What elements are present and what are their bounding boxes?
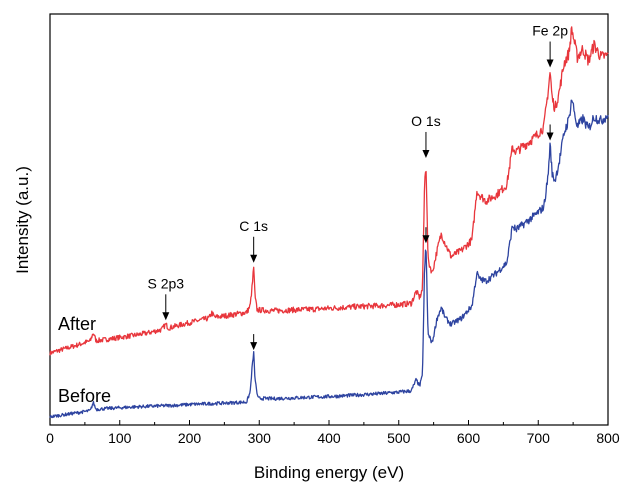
before-peak-539-arrow-head	[422, 235, 430, 244]
series-line-after	[49, 26, 609, 356]
annotation-c-1s-arrow-head	[250, 254, 258, 263]
x-tick-label: 700	[527, 430, 551, 446]
x-tick-label: 100	[108, 430, 132, 446]
annotation-s-2p3-label: S 2p3	[147, 275, 184, 291]
x-axis-title: Binding energy (eV)	[254, 463, 404, 482]
series-lines	[49, 26, 609, 419]
y-axis-title: Intensity (a.u.)	[13, 166, 32, 274]
x-tick-label: 300	[248, 430, 272, 446]
annotation-s-2p3-arrow-head	[162, 312, 170, 321]
series-label-before: Before	[58, 386, 111, 406]
annotation-c-1s-label: C 1s	[239, 218, 268, 234]
x-tick-label: 200	[178, 430, 202, 446]
x-tick-label: 500	[387, 430, 411, 446]
annotation-o-1s-label: O 1s	[411, 113, 441, 129]
before-peak-717-arrow-head	[546, 132, 554, 141]
peak-annotations: S 2p3 C 1s O 1s Fe 2p	[147, 23, 568, 351]
x-tick-label: 400	[317, 430, 341, 446]
series-label-after: After	[58, 314, 96, 334]
series-line-before	[49, 99, 609, 419]
annotation-fe-2p-label: Fe 2p	[532, 23, 568, 39]
annotation-fe-2p-arrow-head	[546, 59, 554, 68]
plot-frame	[49, 13, 609, 426]
x-tick-label: 800	[596, 430, 620, 446]
x-tick-label: 600	[457, 430, 481, 446]
x-tick-label: 0	[46, 430, 54, 446]
annotation-o-1s-arrow-head	[422, 149, 430, 158]
before-peak-292-arrow-head	[250, 342, 258, 351]
x-axis-ticks: 0 100 200 300 400 500 600 700 800	[46, 420, 620, 446]
